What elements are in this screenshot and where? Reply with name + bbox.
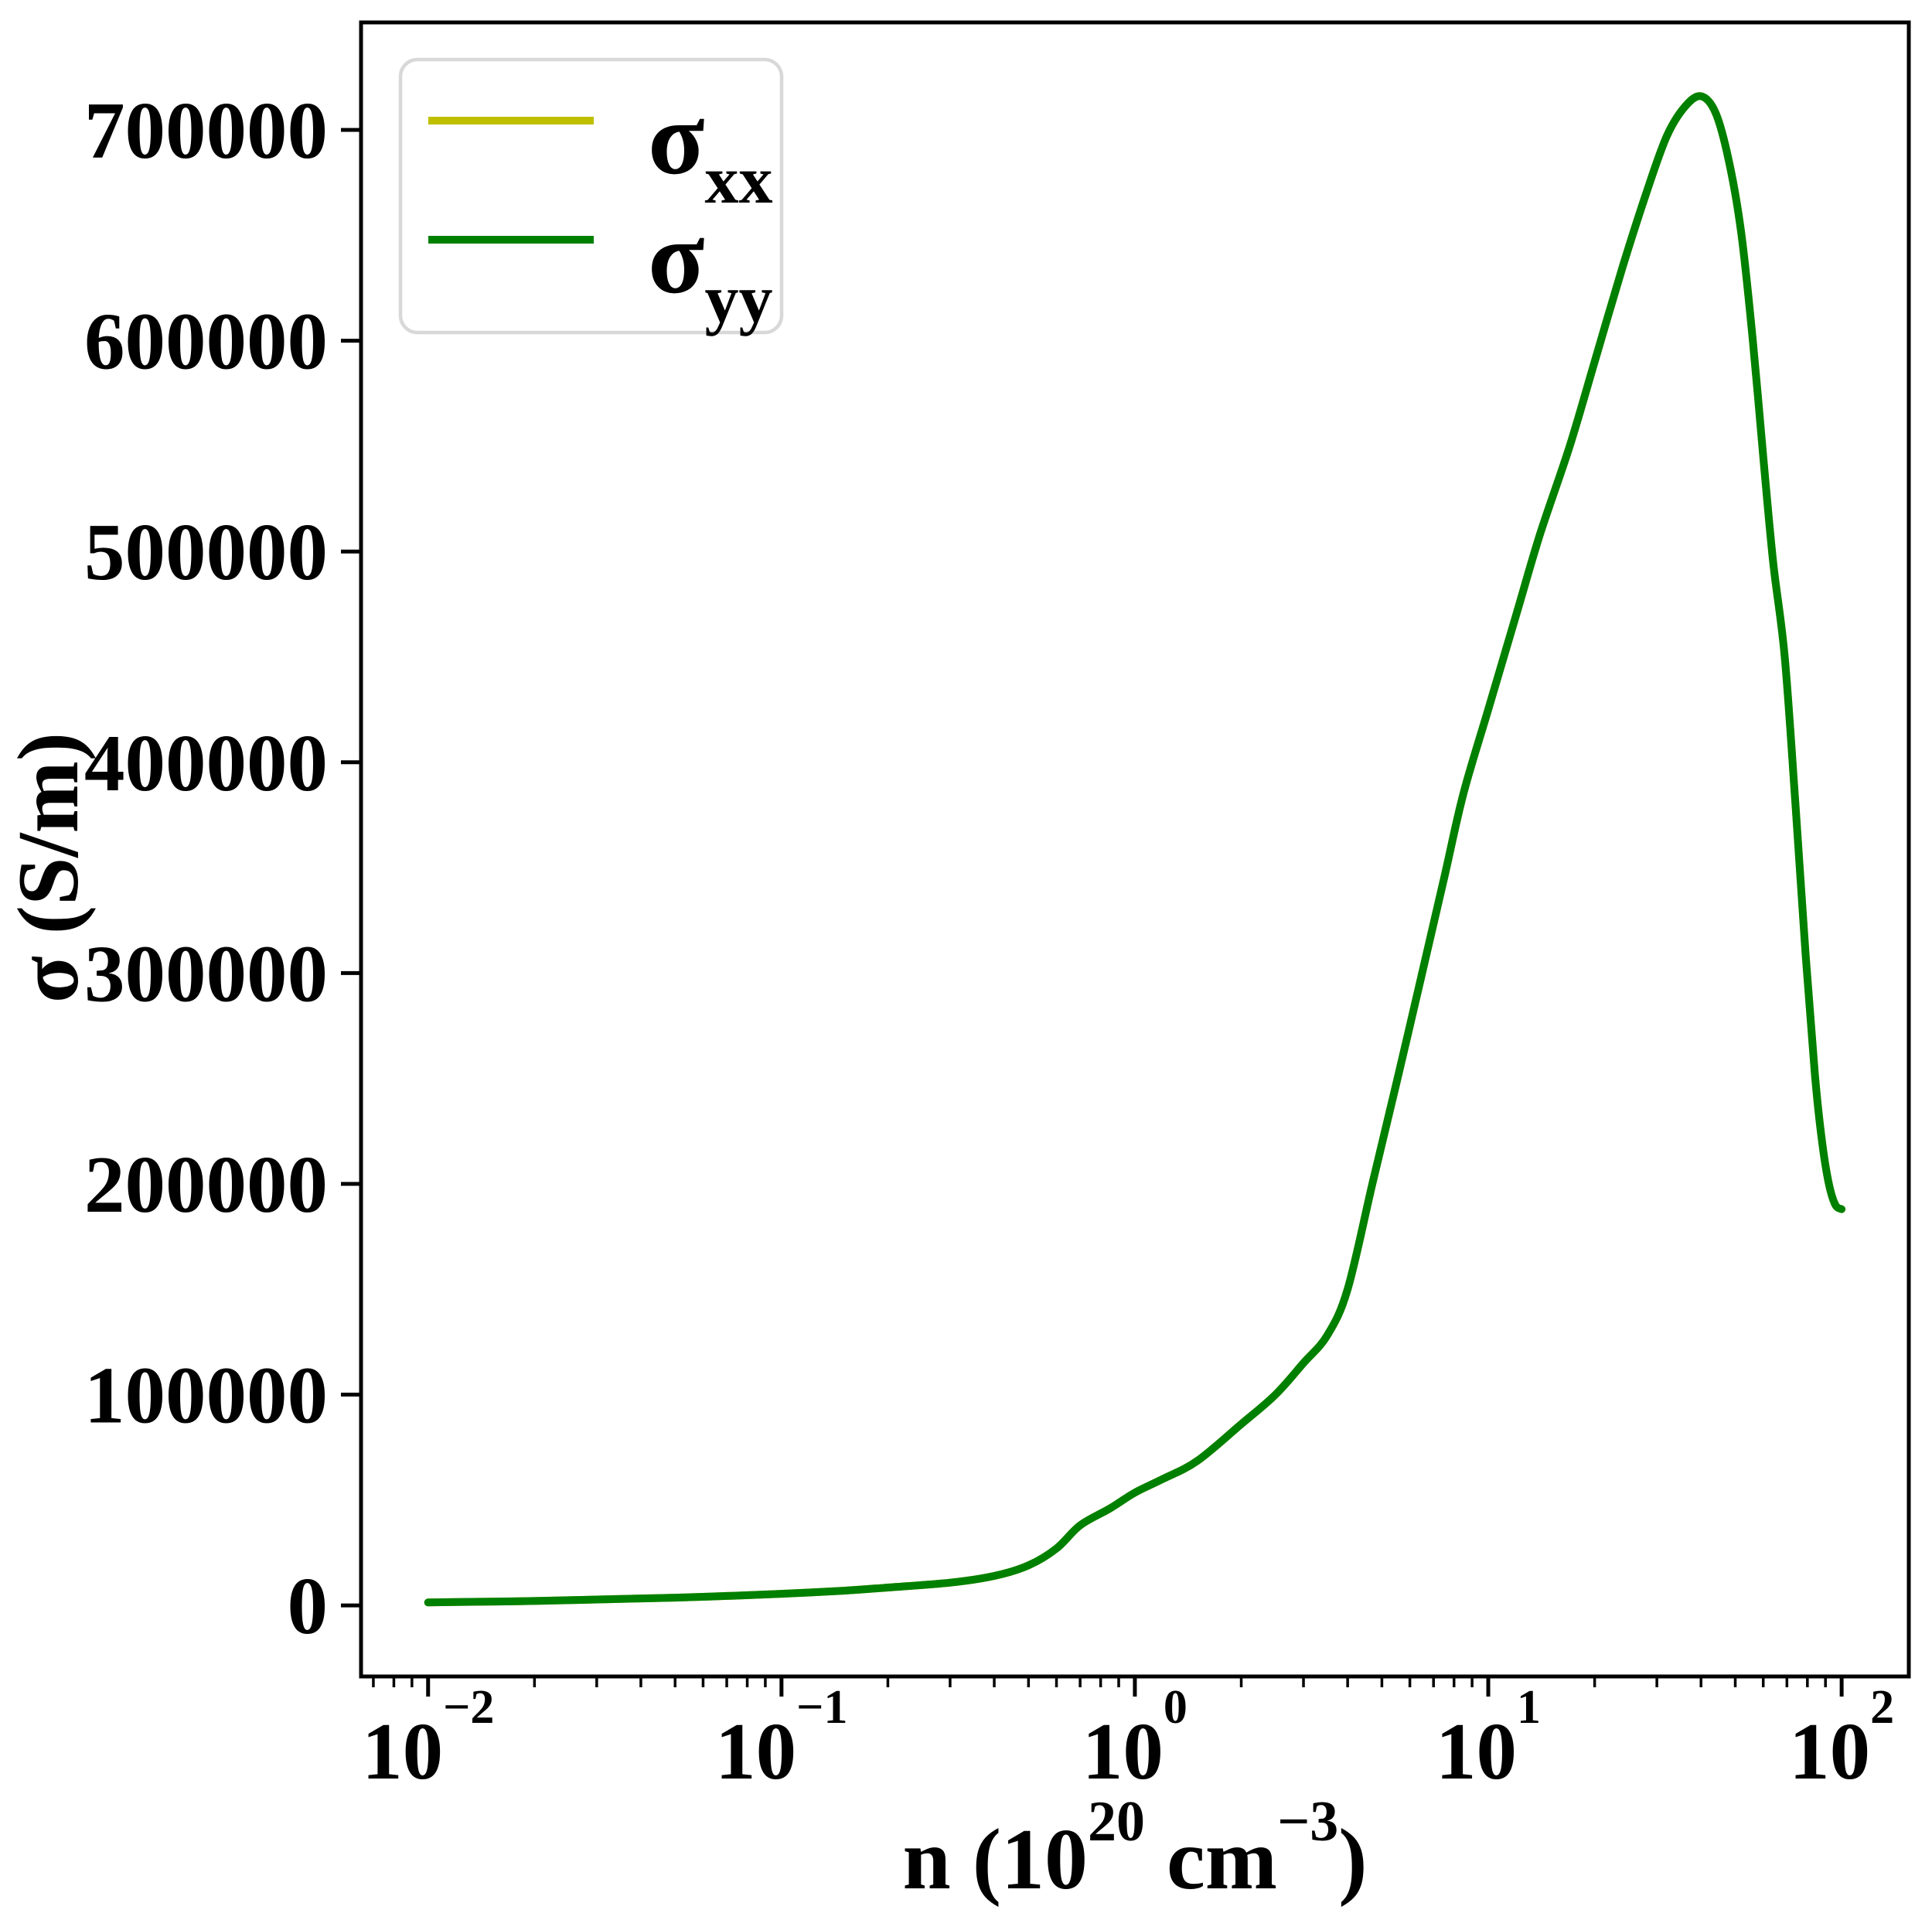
y-tick-label: 700000 [84,85,328,176]
plot-border [359,20,1911,1679]
x-tick-label: 100 [1082,1681,1187,1796]
y-tick-label: 300000 [84,928,328,1018]
y-axis-label: σ (S/m) [1,732,97,1003]
y-tick-label: 400000 [84,718,328,808]
x-tick-label: 101 [1436,1681,1541,1796]
legend-box [398,57,784,335]
y-tick-label: 100000 [84,1350,328,1441]
x-tick-label: 102 [1789,1681,1894,1796]
legend-label-xx: σxx [648,81,772,218]
y-tick-label: 0 [288,1560,329,1651]
y-tick-label: 500000 [84,506,328,597]
x-tick-label: 10−2 [362,1681,494,1796]
legend-label-yy: σyy [648,200,772,337]
curve-sigma_yy [424,92,1846,1607]
x-tick-label: 10−1 [715,1681,847,1796]
y-tick-label: 200000 [84,1139,328,1230]
y-tick-label: 600000 [84,296,328,387]
x-axis-label: n (1020 cm−3) [902,1790,1367,1908]
